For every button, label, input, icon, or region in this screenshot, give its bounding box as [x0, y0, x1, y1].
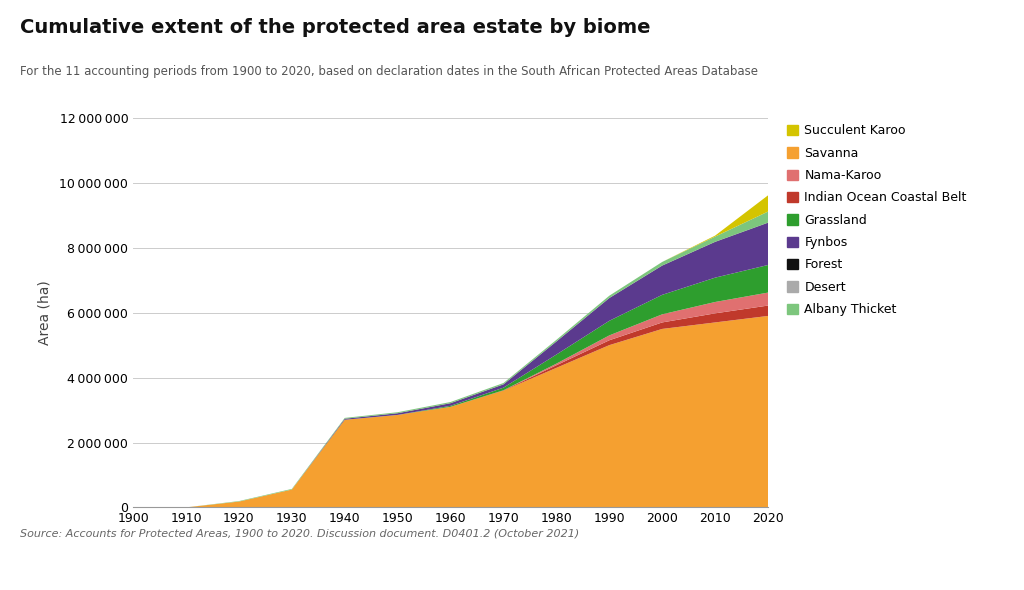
- Text: For the 11 accounting periods from 1900 to 2020, based on declaration dates in t: For the 11 accounting periods from 1900 …: [20, 65, 759, 78]
- Text: Source: Accounts for Protected Areas, 1900 to 2020. Discussion document. D0401.2: Source: Accounts for Protected Areas, 19…: [20, 528, 580, 538]
- Y-axis label: Area (ha): Area (ha): [37, 280, 51, 345]
- Legend: Succulent Karoo, Savanna, Nama-Karoo, Indian Ocean Coastal Belt, Grassland, Fynb: Succulent Karoo, Savanna, Nama-Karoo, In…: [787, 124, 967, 316]
- Text: Cumulative extent of the protected area estate by biome: Cumulative extent of the protected area …: [20, 18, 651, 37]
